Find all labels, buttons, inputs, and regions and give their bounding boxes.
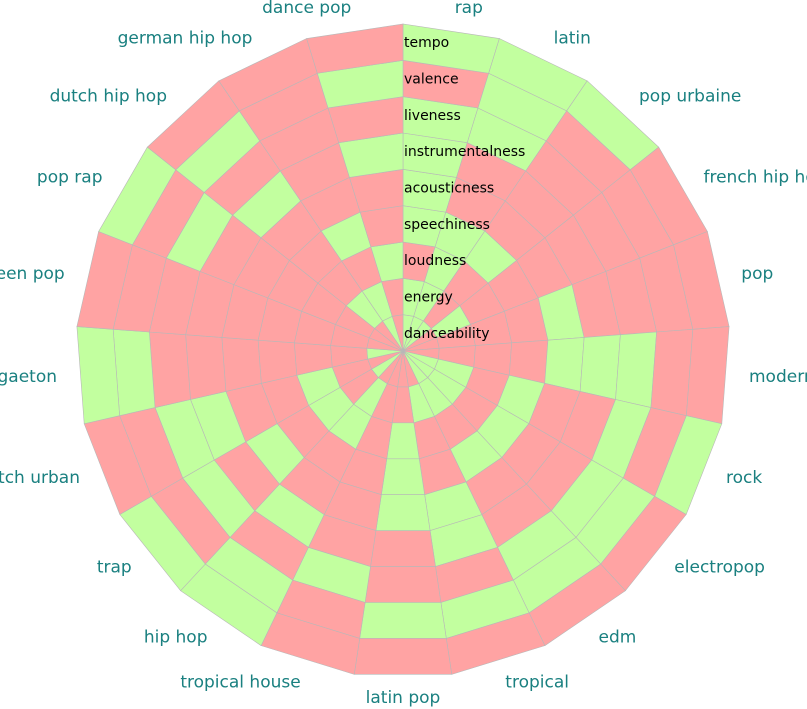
cell-latin-pop-tempo (353, 638, 453, 675)
cell-latin-pop-instrumentalness (370, 530, 436, 567)
genre-label-edm: edm (599, 628, 637, 648)
genre-label-pop: pop (741, 264, 773, 284)
genre-label-rap: rap (455, 0, 483, 18)
cell-reggaeton-liveness (149, 331, 191, 408)
genre-label-tropical: tropical (505, 673, 569, 693)
genre-label-trap: trap (97, 557, 132, 577)
cell-modern-rock-valence (650, 328, 694, 417)
ring-labels: danceability energy loudness speechiness aco… (404, 35, 525, 342)
genre-label-modern-rock: modern rock (749, 367, 807, 387)
genre-label-rock: rock (726, 468, 762, 488)
ring-label-valence: valence (404, 72, 459, 88)
genre-label-tropical-house: tropical house (180, 673, 300, 693)
cell-reggaeton-valence (112, 328, 156, 417)
ring-label-loudness: loudness (404, 253, 466, 269)
cell-modern-rock-acousticness (544, 337, 585, 392)
genre-label-pop-urbaine: pop urbaine (639, 87, 741, 107)
genre-label-dutch-hip-hop: dutch hip hop (50, 87, 167, 107)
ring-label-speechiness: speechiness (404, 217, 490, 233)
genre-label-dance-pop: dance pop (262, 0, 351, 18)
cell-modern-rock-tempo (686, 326, 730, 425)
cell-latin-pop-acousticness (375, 494, 431, 531)
genre-label-hip-hop: hip hop (144, 628, 208, 648)
chart-cells (76, 23, 730, 675)
ring-label-acousticness: acousticness (404, 181, 494, 197)
ring-label-energy: energy (404, 290, 453, 306)
cell-reggaeton-acousticness (221, 337, 262, 392)
genre-label-dutch-urban: dutch urban (0, 468, 80, 488)
cell-reggaeton-instrumentalness (185, 334, 227, 400)
cell-modern-rock-instrumentalness (579, 334, 621, 400)
cell-latin-pop-valence (359, 602, 447, 639)
genre-label-latin-pop: latin pop (366, 688, 441, 708)
cell-reggaeton-speechiness (257, 339, 298, 384)
ring-label-tempo: tempo (404, 35, 449, 51)
genre-label-post-teen-pop: post-teen pop (0, 264, 65, 284)
cell-latin-pop-speechiness (380, 458, 426, 496)
ring-label-danceability: danceability (404, 326, 490, 342)
cell-dance-pop-tempo (306, 23, 404, 74)
ring-label-instrumentalness: instrumentalness (404, 144, 525, 160)
genre-label-german-hip-hop: german hip hop (118, 28, 253, 48)
cell-modern-rock-liveness (615, 331, 657, 408)
genre-label-french-hip-hop: french hip hop (704, 168, 807, 188)
ring-label-liveness: liveness (404, 108, 461, 124)
genre-label-electropop: electropop (674, 557, 765, 577)
genre-label-latin: latin (554, 28, 591, 48)
genre-label-pop-rap: pop rap (37, 168, 103, 188)
cell-latin-pop-liveness (364, 566, 442, 603)
cell-reggaeton-tempo (76, 326, 120, 425)
genre-label-reggaeton: reggaeton (0, 367, 57, 387)
